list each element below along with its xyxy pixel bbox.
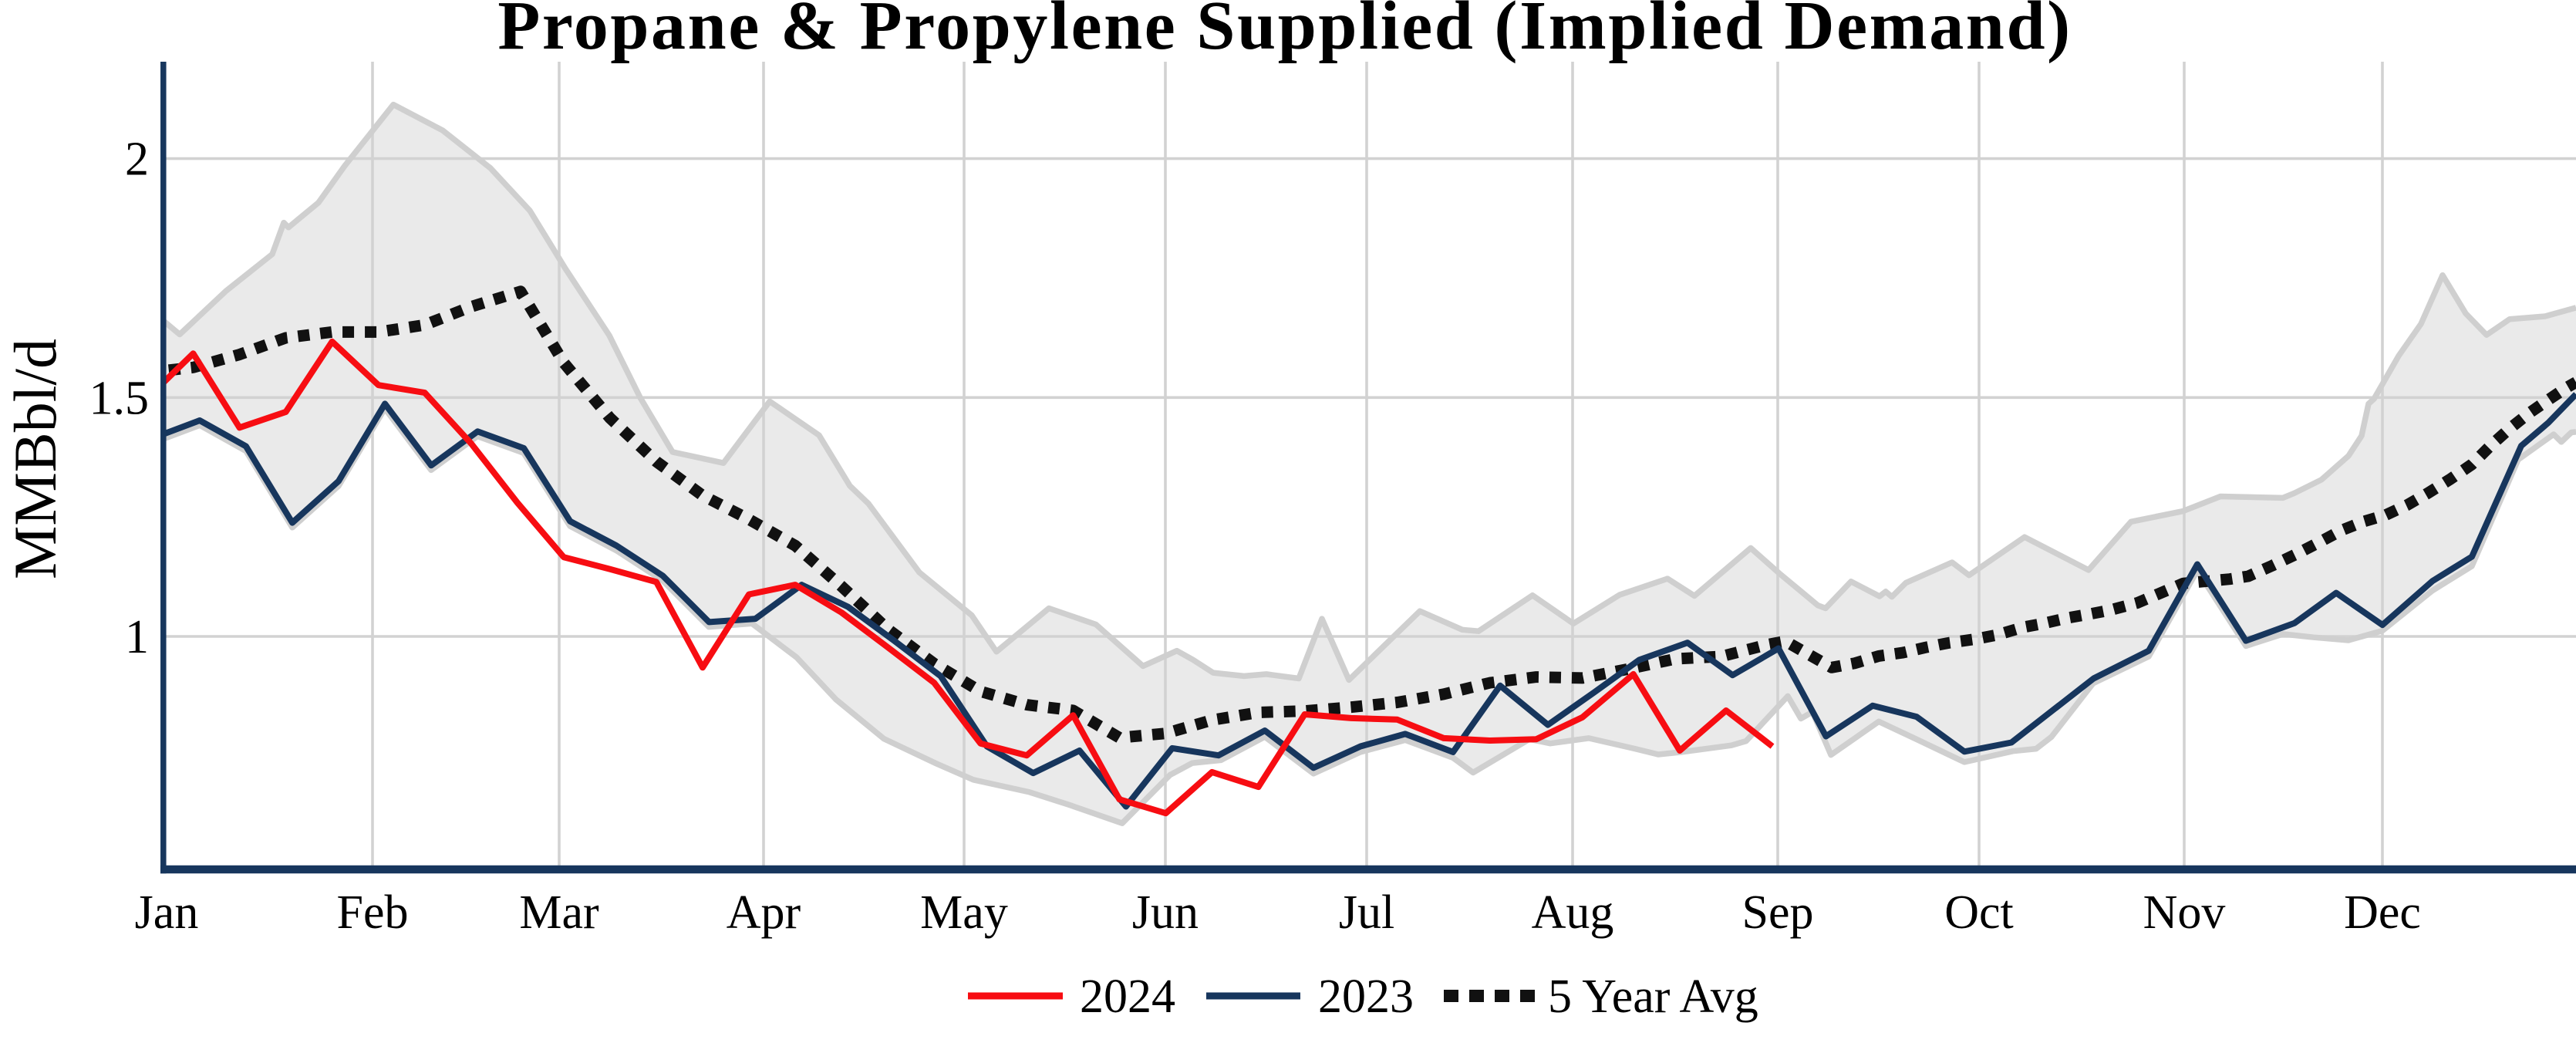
svg-text:Mar: Mar xyxy=(519,886,599,939)
svg-text:May: May xyxy=(920,886,1008,939)
svg-text:Dec: Dec xyxy=(2344,886,2421,939)
svg-text:Jan: Jan xyxy=(135,886,199,939)
svg-text:Aug: Aug xyxy=(1532,886,1614,939)
svg-text:5 Year Avg: 5 Year Avg xyxy=(1548,970,1758,1023)
svg-text:Sep: Sep xyxy=(1742,886,1814,939)
svg-text:Nov: Nov xyxy=(2143,886,2226,939)
svg-text:MMBbl/d: MMBbl/d xyxy=(2,339,69,579)
svg-text:Feb: Feb xyxy=(337,886,409,939)
svg-text:Apr: Apr xyxy=(727,886,801,939)
svg-text:1: 1 xyxy=(125,611,149,663)
svg-text:2: 2 xyxy=(125,133,149,186)
svg-text:2023: 2023 xyxy=(1318,970,1414,1023)
svg-text:Jun: Jun xyxy=(1132,886,1199,939)
svg-text:Propane & Propylene Supplied (: Propane & Propylene Supplied (Implied De… xyxy=(497,0,2072,64)
svg-text:1.5: 1.5 xyxy=(89,372,150,424)
svg-text:2024: 2024 xyxy=(1080,970,1175,1023)
svg-text:Oct: Oct xyxy=(1944,886,2014,939)
svg-text:Jul: Jul xyxy=(1339,886,1394,939)
